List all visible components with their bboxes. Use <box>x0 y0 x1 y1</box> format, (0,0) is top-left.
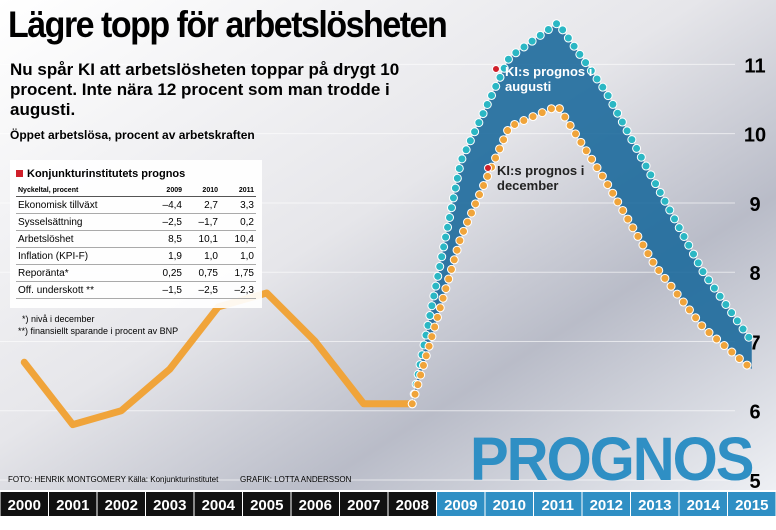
table-cell: 0,75 <box>184 264 220 282</box>
y-axis-label: Öppet arbetslösa, procent av arbetskraft… <box>10 128 255 142</box>
year-cell <box>388 492 436 516</box>
x-tick-label: 2008 <box>396 497 429 514</box>
table-cell: 2011 <box>220 184 256 197</box>
table-row: Reporänta* 0,25 0,75 1,75 <box>16 264 256 282</box>
x-tick-label: 2000 <box>8 497 41 514</box>
year-cell <box>728 492 776 516</box>
x-tick-label: 2009 <box>444 497 477 514</box>
table-title: Konjunkturinstitutets prognos <box>16 168 262 180</box>
table-cell: 1,75 <box>220 264 256 282</box>
title: Lägre topp för arbetslösheten <box>8 4 448 46</box>
credit: FOTO: HENRIK MONTGOMERY Källa: Konjunktu… <box>8 475 219 484</box>
x-tick-label: 2014 <box>687 497 721 514</box>
table-cell: –1,5 <box>148 281 184 299</box>
table-cell: Nyckeltal, procent <box>16 184 148 197</box>
x-tick-label: 2013 <box>638 497 671 514</box>
year-cell <box>631 492 679 516</box>
table-cell: 1,9 <box>148 247 184 265</box>
year-cell <box>49 492 97 516</box>
table-row: Off. underskott ** –1,5 –2,5 –2,3 <box>16 281 256 299</box>
table-row: Nyckeltal, procent 2009 2010 2011 <box>16 184 256 197</box>
x-tick-label: 2015 <box>735 497 768 514</box>
year-cell <box>243 492 291 516</box>
table-cell: 2009 <box>148 184 184 197</box>
table-cell: 8,5 <box>148 230 184 248</box>
annotation: KI:s prognos i december <box>497 163 585 193</box>
table-cell: 1,0 <box>220 247 256 265</box>
year-cell <box>0 492 48 516</box>
table-cell: 0,25 <box>148 264 184 282</box>
table-cell: 1,0 <box>184 247 220 265</box>
year-cell <box>534 492 582 516</box>
x-tick-label: 2007 <box>347 497 380 514</box>
table-cell: Ekonomisk tillväxt <box>16 196 148 214</box>
table-cell: Arbetslöshet <box>16 230 148 248</box>
y-tick-label: 10 <box>744 125 766 147</box>
table-cell: Reporänta* <box>16 264 148 282</box>
table-cell: 3,3 <box>220 196 256 214</box>
year-cell <box>340 492 388 516</box>
x-tick-label: 2002 <box>105 497 138 514</box>
table-row: Sysselsättning –2,5 –1,7 0,2 <box>16 213 256 231</box>
year-cell <box>485 492 533 516</box>
table-cell: Inflation (KPI-F) <box>16 247 148 265</box>
table-cell: Sysselsättning <box>16 213 148 231</box>
x-tick-label: 2010 <box>493 497 526 514</box>
x-tick-label: 2001 <box>56 497 89 514</box>
year-cell <box>582 492 630 516</box>
series-line <box>408 102 756 408</box>
table-row: Arbetslöshet 8,5 10,1 10,4 <box>16 230 256 248</box>
table-cell: –2,5 <box>148 213 184 231</box>
table-cell: 2010 <box>184 184 220 197</box>
forecast-table: Konjunkturinstitutets prognos Nyckeltal,… <box>10 160 262 308</box>
table-cell: –1,7 <box>184 213 220 231</box>
year-cell <box>146 492 194 516</box>
table-cell: 0,2 <box>220 213 256 231</box>
forecast-label: PROGNOS <box>470 425 754 494</box>
year-cell <box>437 492 485 516</box>
y-tick-label: 11 <box>744 55 765 77</box>
annotation: KI:s prognos i augusti <box>505 64 593 94</box>
subtitle: Nu spår KI att arbetslösheten toppar på … <box>10 60 400 119</box>
y-tick-label: 5 <box>749 471 760 493</box>
table: Nyckeltal, procent 2009 2010 2011 Ekonomisk … <box>16 184 256 299</box>
y-tick-label: 8 <box>749 263 760 285</box>
annotation-dot <box>484 164 492 172</box>
table-cell: 10,4 <box>220 230 256 248</box>
note: *) nivå i december <box>22 314 95 324</box>
x-tick-label: 2006 <box>299 497 332 514</box>
year-cell <box>679 492 727 516</box>
table-cell: –4,4 <box>148 196 184 214</box>
x-tick-label: 2004 <box>202 497 236 514</box>
table-cell: –2,5 <box>184 281 220 299</box>
credit: GRAFIK: LOTTA ANDERSSON <box>240 475 352 484</box>
table-cell: Off. underskott ** <box>16 281 148 299</box>
table-cell: 2,7 <box>184 196 220 214</box>
x-tick-label: 2012 <box>590 497 623 514</box>
x-tick-label: 2011 <box>541 497 574 514</box>
y-tick-label: 7 <box>749 332 760 354</box>
series-outline <box>407 16 757 409</box>
forecast-band <box>412 22 752 404</box>
year-cell <box>97 492 145 516</box>
y-tick-label: 6 <box>749 402 760 424</box>
note: **) finansiellt sparande i procent av BN… <box>18 326 179 336</box>
x-tick-label: 2003 <box>153 497 186 514</box>
table-row: Ekonomisk tillväxt –4,4 2,7 3,3 <box>16 196 256 214</box>
annotation-dot <box>492 65 500 73</box>
y-tick-label: 9 <box>749 194 760 216</box>
x-tick-label: 2005 <box>250 497 283 514</box>
table-cell: 10,1 <box>184 230 220 248</box>
year-cell <box>194 492 242 516</box>
table-cell: –2,3 <box>220 281 256 299</box>
year-cell <box>291 492 339 516</box>
table-row: Inflation (KPI-F) 1,9 1,0 1,0 <box>16 247 256 265</box>
